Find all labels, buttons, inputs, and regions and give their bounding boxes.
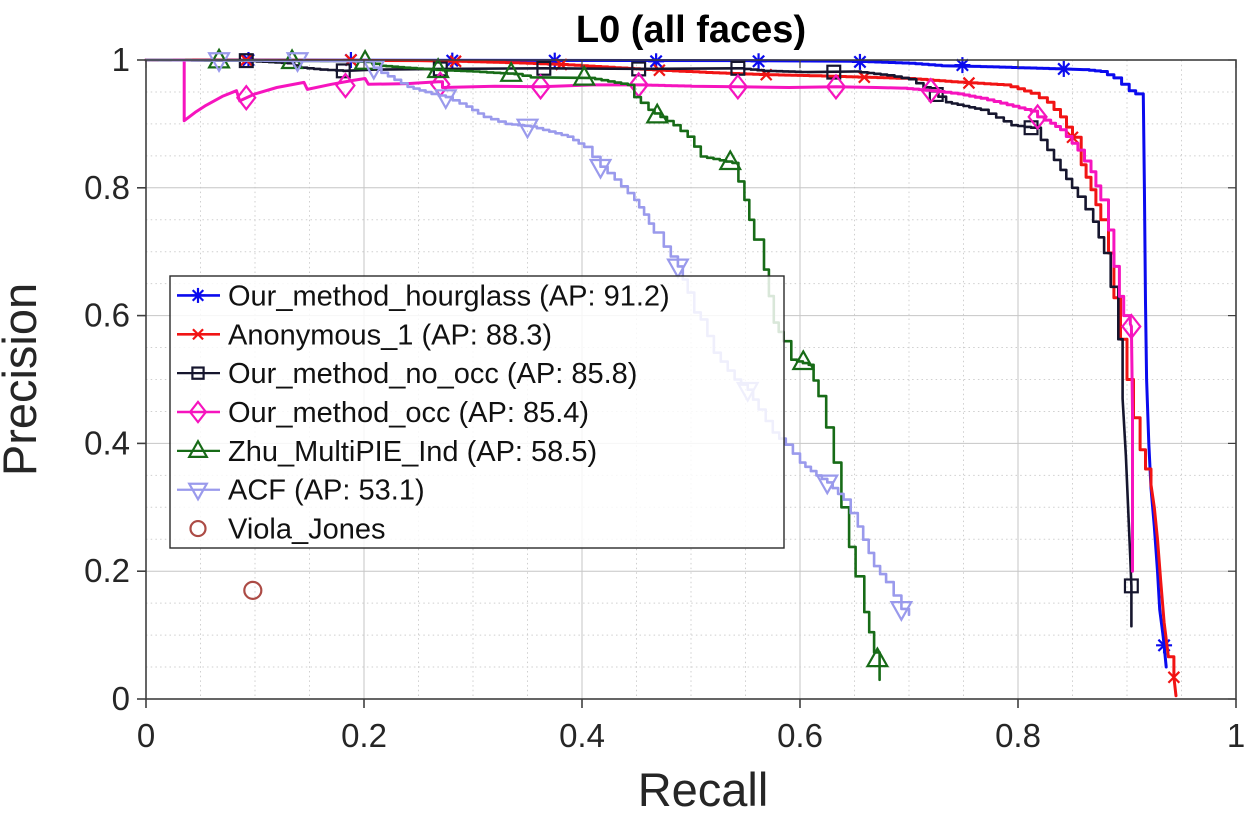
legend-entry-label: Our_method_no_occ (AP: 85.8) [228,358,637,390]
y-tick-label: 0.2 [84,552,130,589]
legend-entry-label: Our_method_occ (AP: 85.4) [228,397,589,429]
legend-entry-label: Our_method_hourglass (AP: 91.2) [228,280,670,312]
y-tick-labels: 0 0.2 0.4 0.6 0.8 1 [84,41,130,717]
legend-entry-Zhu_MultiPIE_Ind: Zhu_MultiPIE_Ind (AP: 58.5) [177,436,597,468]
series-line-ACF [144,58,911,616]
y-tick-label: 0.6 [84,297,130,334]
x-tick-label: 0 [137,717,155,754]
legend-entry-Anonymous_1: Anonymous_1 (AP: 88.3) [177,319,552,351]
chart-title: L0 (all faces) [576,9,806,51]
y-axis-label: Precision [0,283,46,476]
y-tick-label: 0.4 [84,424,130,461]
legend-entry-label: Anonymous_1 (AP: 88.3) [228,319,552,351]
legend: Our_method_hourglass (AP: 91.2) Anonymous… [169,275,785,549]
legend-entry-Our_method_occ: Our_method_occ (AP: 85.4) [177,397,589,429]
legend-entry-Our_method_no_occ: Our_method_no_occ (AP: 85.8) [177,358,637,390]
x-tick-label: 1 [1227,717,1245,754]
x-tick-labels: 0 0.2 0.4 0.6 0.8 1 [137,717,1245,754]
y-tick-label: 1 [112,41,130,78]
legend-entry-Our_method_hourglass: Our_method_hourglass (AP: 91.2) [177,280,670,312]
y-tick-label: 0 [112,680,130,717]
legend-entry-Viola_Jones: Viola_Jones [189,514,385,546]
series-line-Anonymous_1 [144,58,1178,698]
legend-entry-label: Viola_Jones [228,514,385,546]
y-tick-label: 0.8 [84,169,130,206]
labels: L0 (all faces) Recall Precision [0,9,806,816]
series-curves [144,47,1181,698]
series-line-Our_method_hourglass [144,58,1168,669]
x-tick-label: 0.6 [777,717,823,754]
axes [137,59,1237,708]
x-axis-label: Recall [638,763,769,816]
series-line-Our_method_no_occ [144,58,1133,628]
series-Our_method_occ [144,58,1142,573]
series-Viola_Jones [243,580,263,600]
series-ACF [144,52,914,622]
x-tick-label: 0.8 [995,717,1041,754]
legend-entry-label: Zhu_MultiPIE_Ind (AP: 58.5) [228,436,597,468]
x-tick-label: 0.2 [341,717,387,754]
series-line-Our_method_occ [144,58,1134,573]
x-tick-label: 0.4 [559,717,605,754]
legend-entry-label: ACF (AP: 53.1) [228,475,425,507]
legend-box [169,275,785,549]
legend-entry-ACF: ACF (AP: 53.1) [177,475,425,507]
